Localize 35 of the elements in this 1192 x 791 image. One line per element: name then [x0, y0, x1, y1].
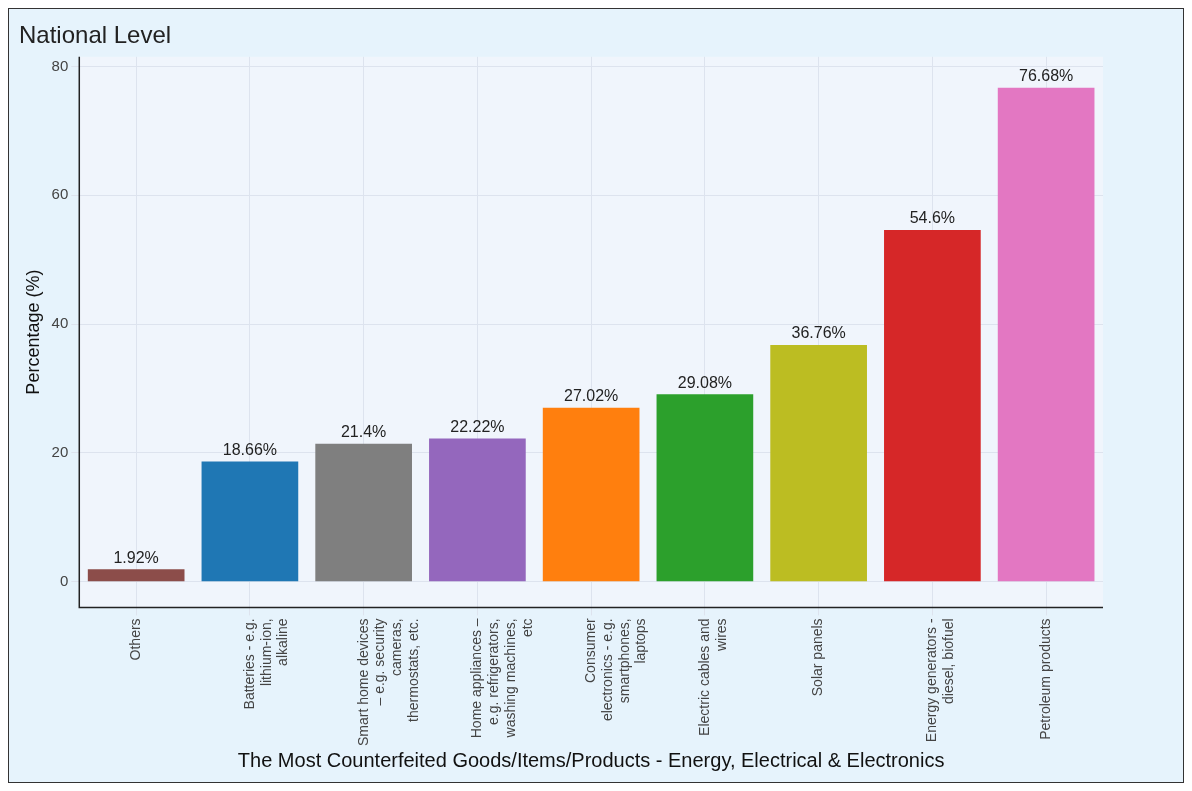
x-tick-label: Petroleum products: [1036, 618, 1053, 740]
x-tick-label: Energy generators - diesel, biofuel: [923, 618, 957, 743]
y-tick-label: 0: [59, 571, 69, 589]
x-tick-label: Electric cables and wires: [695, 618, 729, 736]
x-tick-label: Home appliances – e.g. refrigerators, washing machines, etc: [468, 618, 535, 739]
bar: [429, 438, 526, 582]
data-label: 21.4%: [340, 423, 387, 441]
y-axis-title: Percentage (%): [22, 269, 43, 395]
y-tick-label: 60: [51, 185, 69, 203]
bar: [201, 461, 299, 582]
x-tick-label: Smart home devices – e.g. security cameras, thermostats, etc.: [354, 618, 421, 746]
data-label: 1.92%: [113, 548, 159, 566]
data-label: 27.02%: [564, 387, 619, 405]
data-label: 54.6%: [909, 209, 956, 227]
y-tick-label: 80: [51, 56, 69, 74]
bar: [542, 407, 640, 582]
x-tick-label: Solar panels: [809, 618, 826, 697]
data-label: 22.22%: [450, 417, 505, 435]
x-axis-title: The Most Counterfeited Goods/Items/Products - Energy, Electrical & Electronics: [237, 748, 945, 771]
x-tick-label: Batteries - e.g. lithium-ion, alkaline: [240, 618, 291, 710]
chart-title: National Level: [19, 21, 172, 49]
y-tick-label: 20: [51, 442, 69, 460]
data-label: 76.68%: [1018, 67, 1074, 85]
x-tick-label: Others: [127, 618, 144, 661]
bar: [656, 394, 754, 582]
bar: [770, 344, 867, 582]
x-tick-label: Consumer electronics - e.g. smartphones, laptops: [582, 618, 649, 722]
bar: [315, 443, 412, 582]
bar: [884, 230, 981, 582]
data-label: 29.08%: [677, 373, 733, 391]
bar: [997, 87, 1095, 582]
bar: [87, 569, 185, 582]
data-label: 36.76%: [791, 324, 846, 342]
data-label: 18.66%: [222, 440, 278, 458]
y-tick-label: 40: [51, 314, 69, 332]
